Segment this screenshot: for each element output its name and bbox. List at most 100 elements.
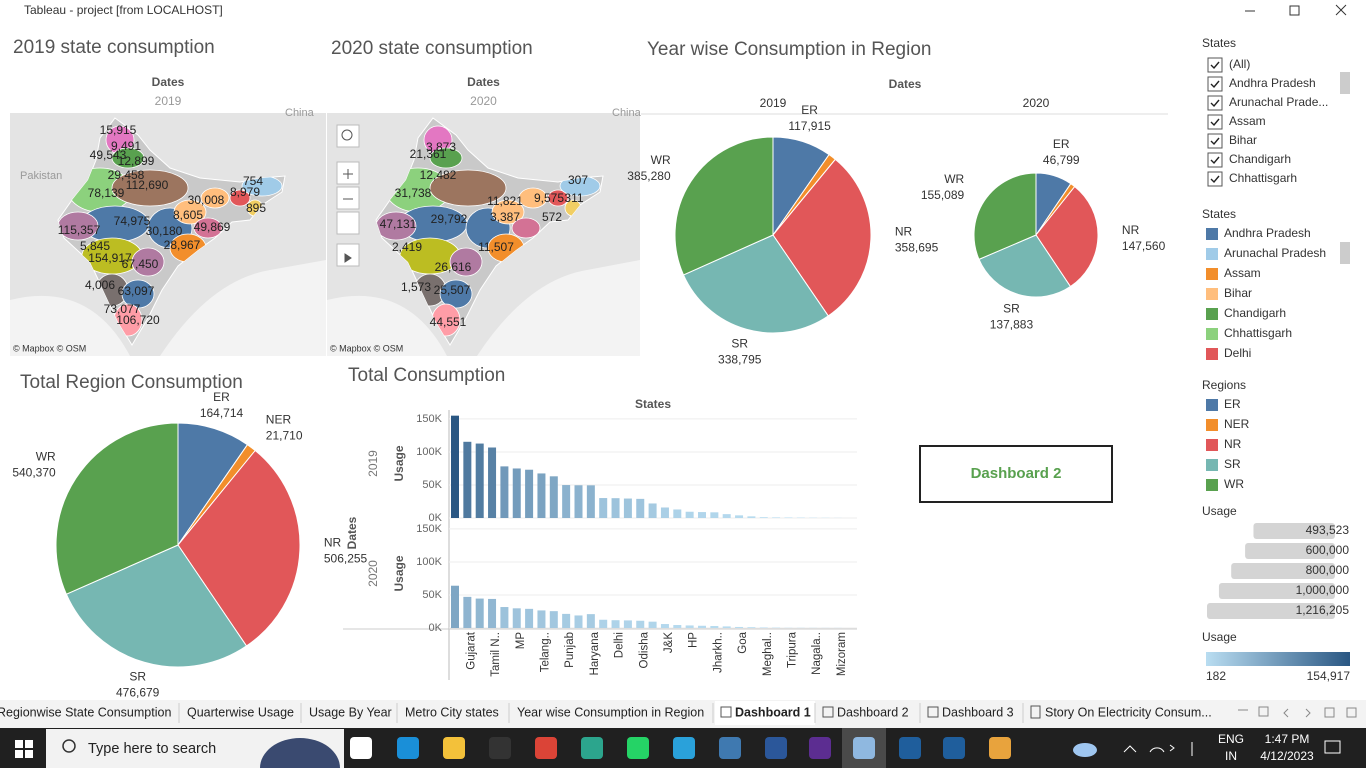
legend-item: Arunachal Pradesh [1224,246,1326,260]
legend-swatch [1206,268,1218,280]
pie-label-value: 155,089 [921,188,965,202]
filter-item[interactable]: Bihar [1229,133,1257,147]
map-title: 2020 state consumption [331,38,533,59]
tab-icon [720,706,732,718]
x-tick-label: MP [515,632,527,650]
x-tick-label: Mizoram [836,632,848,676]
checkbox[interactable] [1207,171,1223,187]
pies-header: Dates [889,77,922,91]
legend-swatch [1206,479,1218,491]
bar [537,610,546,628]
map-label: 154,917 [88,251,132,265]
x-tick-label: Meghal.. [762,632,774,676]
app-icon[interactable] [350,737,372,759]
app-icon[interactable] [535,737,557,759]
checkbox[interactable] [1207,76,1223,92]
map-header: Dates [152,75,185,89]
pie-label-value: 338,795 [718,353,762,367]
app-icon[interactable] [397,737,419,759]
app-icon[interactable] [443,737,465,759]
filter-item[interactable]: Assam [1229,114,1266,128]
bar [722,626,731,628]
window-controls[interactable] [1245,4,1347,16]
app-icon[interactable] [581,737,603,759]
app-icon[interactable] [943,737,965,759]
app-icon[interactable] [627,737,649,759]
map-label: 25,507 [434,283,471,297]
bar [599,619,608,628]
pie-slice [772,158,872,317]
tab[interactable]: Dashboard 1 [735,705,811,719]
tab[interactable]: Regionwise State Consumption [0,705,171,719]
tab[interactable]: Metro City states [405,705,499,719]
pie-label-name: WR [36,449,56,463]
checkbox[interactable] [1207,114,1223,130]
pie-slice [973,172,1037,261]
x-tick-label: HP [688,632,700,648]
app-icon[interactable] [719,737,741,759]
filter-item[interactable]: Chandigarh [1229,152,1291,166]
checkbox[interactable] [1207,133,1223,149]
checkbox[interactable] [1207,152,1223,168]
filter-item[interactable]: (All) [1229,57,1250,71]
checkmark [1210,137,1220,146]
map-tool[interactable] [336,186,360,210]
legend-swatch [1206,248,1218,260]
pie-label-name: NR [895,225,913,239]
tab[interactable]: Year wise Consumption in Region [517,705,704,719]
map-tool[interactable] [336,243,360,267]
map-label: 112,690 [126,178,169,192]
filter-item[interactable]: Andhra Pradesh [1229,76,1316,90]
map-tool[interactable] [336,211,360,235]
app-icon[interactable] [809,737,831,759]
pie-label-value: 385,280 [627,169,671,183]
pie-label-name: SR [129,669,146,683]
checkbox[interactable] [1207,57,1223,73]
legend-item: Bihar [1224,286,1252,300]
tab[interactable]: Quarterwise Usage [187,705,294,719]
legend-swatch [1206,439,1218,451]
bar [599,498,608,518]
tab[interactable]: Dashboard 3 [942,705,1014,719]
app-icon[interactable] [853,737,875,759]
legend-title: States [1202,207,1236,221]
dashboard-button-label[interactable]: Dashboard 2 [971,465,1062,482]
app-icon[interactable] [899,737,921,759]
pie-label-name: ER [801,103,818,117]
app-icon[interactable] [765,737,787,759]
zoom-icon [341,129,353,141]
size-label: 800,000 [1306,563,1350,577]
legend-item: NER [1224,417,1250,431]
x-tick-label: Jharkh.. [712,632,724,673]
app-icon[interactable] [489,737,511,759]
pie-slice [177,449,301,647]
size-label: 1,216,205 [1296,603,1350,617]
active-tab [715,701,815,725]
map-label: 29,792 [431,212,468,226]
dashboard-button[interactable] [919,445,1113,503]
bar [735,626,744,628]
checkbox[interactable] [1207,95,1223,111]
pie-label-value: 117,915 [788,119,831,133]
app-icon[interactable] [989,737,1011,759]
map-tool[interactable] [336,124,360,148]
filter-item[interactable]: Chhattisgarh [1229,171,1297,185]
map-year: 2020 [470,94,497,108]
map-label: 754 [243,174,263,188]
tab[interactable]: Usage By Year [309,705,392,719]
filter-item[interactable]: Arunachal Prade... [1229,95,1328,109]
app-icon[interactable] [673,737,695,759]
size-label: 600,000 [1306,543,1350,557]
lang: ENG [1218,732,1244,746]
tab[interactable]: Story On Electricity Consum... [1045,705,1212,719]
map-label: 106,720 [116,313,160,327]
notification-icon[interactable] [1324,740,1341,754]
map-label: 1,573 [401,280,431,294]
color-ramp [1206,652,1350,666]
pie-label-value: 476,679 [116,685,160,699]
tab[interactable]: Dashboard 2 [837,705,909,719]
bar [685,511,694,518]
legend-item: Andhra Pradesh [1224,226,1311,240]
map-label: 9,491 [111,139,141,153]
